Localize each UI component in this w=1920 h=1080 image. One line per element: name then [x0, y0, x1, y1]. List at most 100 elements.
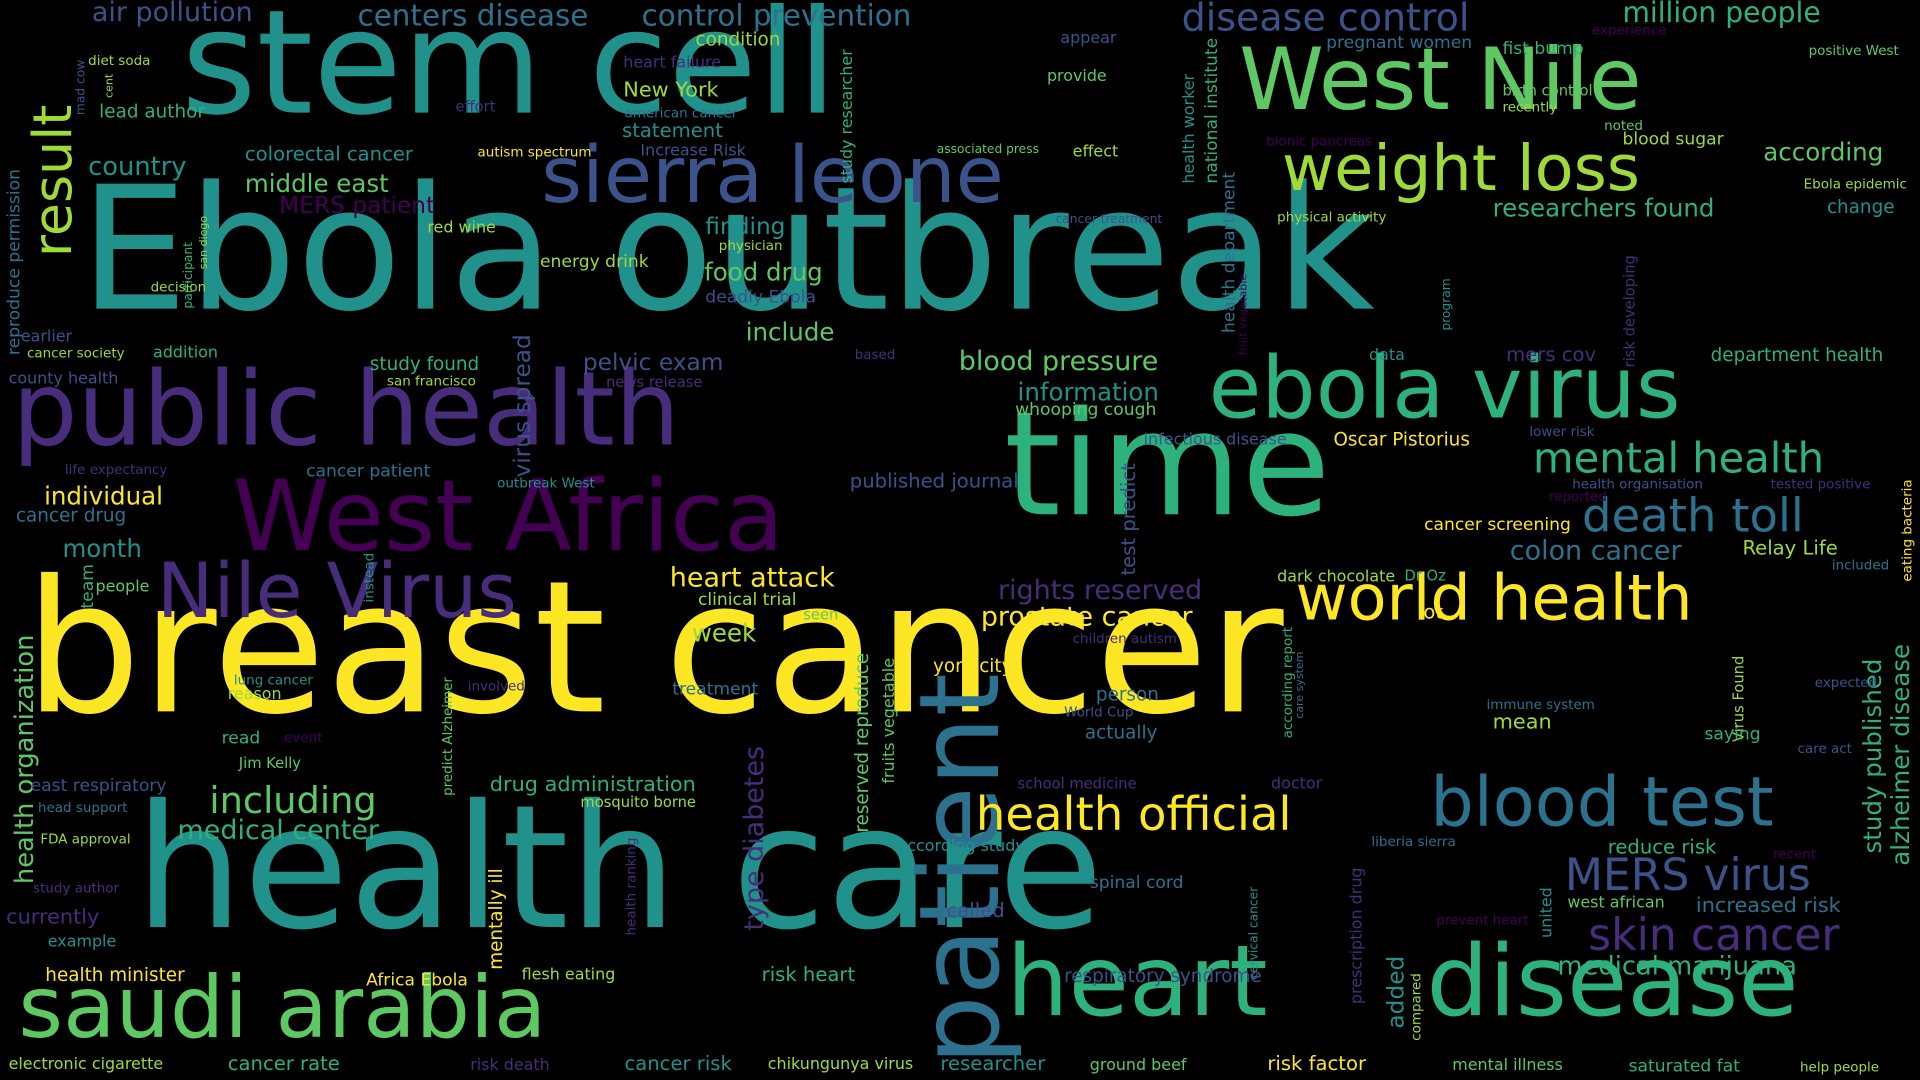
- word: cancer screening: [1424, 515, 1571, 536]
- word: mental illness: [1452, 1056, 1563, 1076]
- word: Nile Virus: [156, 546, 517, 636]
- word: MERS patient: [279, 192, 436, 220]
- word: alzheimer disease: [1885, 643, 1916, 866]
- word: effort: [455, 97, 496, 116]
- word: immune system: [1486, 696, 1595, 713]
- word: life expectancy: [64, 461, 168, 478]
- word: school medicine: [1017, 775, 1137, 793]
- word: statement: [622, 118, 723, 143]
- word: blood pressure: [958, 346, 1159, 378]
- word: mentally ill: [484, 868, 507, 970]
- word: study found: [369, 352, 480, 375]
- word: team: [78, 564, 98, 609]
- word: food drug: [704, 257, 823, 287]
- word: disease: [1426, 924, 1799, 1039]
- word: doctor: [1271, 775, 1323, 794]
- word: individual: [44, 481, 163, 511]
- word: liberia sierra: [1371, 833, 1456, 850]
- word: medical center: [177, 815, 379, 847]
- word: cancer patient: [306, 461, 431, 482]
- word: reason: [227, 685, 282, 705]
- word: energy drink: [540, 252, 649, 272]
- word: infectious disease: [1143, 431, 1287, 450]
- word: treatment: [672, 679, 759, 700]
- word: event: [284, 729, 323, 746]
- word: week: [691, 618, 757, 648]
- word: actually: [1084, 721, 1158, 744]
- word: researchers found: [1492, 193, 1715, 223]
- word: prostate cancer: [980, 602, 1193, 634]
- word: cancer treatment: [1055, 213, 1163, 227]
- word: ground beef: [1089, 1056, 1187, 1076]
- word: West Nile: [1239, 29, 1642, 130]
- word: saturated fat: [1628, 1056, 1741, 1077]
- word: mers cov: [1506, 342, 1597, 367]
- word: addition: [153, 344, 218, 363]
- word: finding: [705, 213, 786, 241]
- word: Ebola outbreak: [79, 150, 1375, 351]
- word: prevent heart: [1436, 912, 1529, 929]
- word: public health: [12, 348, 681, 469]
- word: lot: [1417, 600, 1444, 624]
- word: read: [221, 728, 261, 749]
- word: cancer drug: [15, 504, 127, 527]
- word: fruits vegetable: [880, 657, 899, 784]
- word: weight loss: [1282, 132, 1640, 206]
- word: electronic cigarette: [8, 1055, 164, 1074]
- word: health care: [134, 768, 1104, 969]
- word: blood sugar: [1622, 129, 1724, 150]
- word: risk death: [470, 1056, 550, 1076]
- word: million people: [1622, 0, 1821, 30]
- word: earlier: [20, 328, 73, 347]
- word: pelvic exam: [582, 348, 724, 376]
- word: example: [47, 933, 117, 952]
- word: health organization: [9, 634, 40, 885]
- word: positive West: [1808, 42, 1899, 59]
- word: risk factor: [1267, 1051, 1367, 1076]
- word: centers disease: [357, 0, 589, 34]
- word: program: [1440, 278, 1454, 331]
- word: prescription drug: [1348, 867, 1367, 1005]
- word: red wine: [427, 219, 496, 238]
- word: information: [1017, 377, 1159, 407]
- word: condition: [695, 28, 781, 51]
- word: national institute: [1202, 37, 1223, 184]
- word: heart failure: [623, 53, 722, 73]
- word: reserved reproduce: [851, 652, 874, 833]
- word: country: [88, 151, 187, 182]
- word: west african: [1567, 893, 1665, 913]
- word: according report: [1279, 626, 1296, 739]
- word: Relay Life: [1742, 536, 1838, 560]
- word: saying: [1704, 724, 1761, 745]
- word: health department: [1219, 171, 1240, 334]
- word: month: [62, 533, 142, 564]
- word: medical marijuana: [1557, 951, 1797, 981]
- word: american cancer: [624, 105, 738, 122]
- word: seen: [803, 606, 839, 624]
- word: heart: [1006, 924, 1268, 1039]
- word: increased risk: [1695, 893, 1841, 919]
- word: associated press: [936, 143, 1039, 157]
- word: MERS virus: [1564, 851, 1811, 902]
- word: including: [209, 780, 377, 823]
- word: involved: [467, 678, 525, 695]
- word: middle east: [244, 168, 389, 199]
- word: include: [745, 317, 835, 347]
- word: recently: [1502, 99, 1558, 116]
- word: effect: [1072, 143, 1119, 162]
- word: rights reserved: [997, 575, 1203, 607]
- word: deadly Ebola: [705, 287, 816, 308]
- word: news release: [606, 373, 703, 391]
- word: department health: [1710, 344, 1884, 367]
- word: physical activity: [1277, 209, 1387, 226]
- word: change: [1826, 195, 1895, 218]
- word: blood test: [1430, 762, 1774, 843]
- word: head support: [37, 799, 128, 816]
- word: lower risk: [1529, 423, 1595, 440]
- word: provide: [1046, 67, 1107, 86]
- word: mental health: [1533, 434, 1825, 484]
- word: health official: [975, 787, 1292, 842]
- word: pregnant women: [1326, 33, 1473, 53]
- word: appear: [1060, 29, 1117, 48]
- word: spinal cord: [1089, 873, 1184, 893]
